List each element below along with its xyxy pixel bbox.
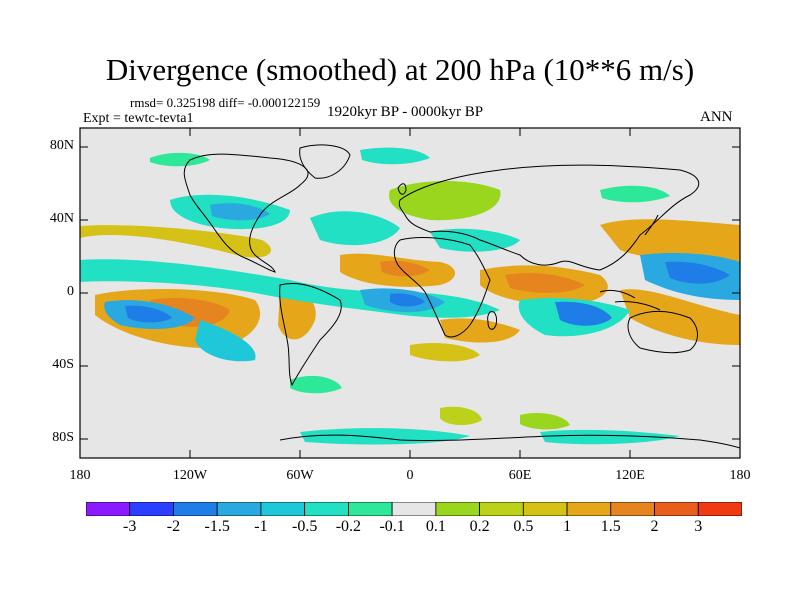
antarctica-coast — [279, 434, 740, 449]
colorbar-swatch — [347, 502, 393, 516]
lon-label-60w: 60W — [286, 468, 314, 483]
divergence-zone — [440, 406, 482, 426]
colorbar-tick-label: -0.5 — [291, 518, 318, 535]
colorbar-tick-label: -1.5 — [204, 518, 230, 535]
colorbar-tick-label: -1 — [254, 518, 268, 535]
colorbar-tick-label: -0.2 — [335, 518, 362, 535]
colorbar-swatch — [173, 502, 218, 516]
colorbar-tick-label: 0.1 — [425, 518, 446, 535]
divergence-zone — [505, 273, 585, 293]
south-america-coast — [279, 282, 342, 387]
period-label: 1920kyr BP - 0000kyr BP — [326, 104, 484, 120]
experiment-label: Expt = tewtc-tevta1 — [83, 111, 194, 126]
colorbar-swatch — [216, 502, 262, 516]
north-america-coast — [183, 153, 309, 273]
tick-marks — [79, 128, 741, 458]
japan-coast — [644, 214, 659, 236]
lat-label-0: 0 — [67, 284, 74, 299]
coastlines — [183, 144, 740, 449]
colorbar-swatch — [522, 502, 568, 516]
colorbar-tick-label: 0.5 — [513, 518, 534, 535]
plot-title: Divergence (smoothed) at 200 hPa (10**6 … — [105, 52, 695, 87]
madagascar-coast — [487, 311, 497, 330]
convergence-zone — [665, 261, 730, 284]
lon-label-180w: 180 — [69, 468, 91, 483]
colorbar-swatch — [391, 502, 437, 516]
lon-label-120e: 120E — [615, 468, 645, 483]
indonesia-coast — [599, 289, 661, 311]
uk-coast — [397, 183, 407, 195]
colorbar-swatch — [566, 502, 612, 516]
eurasia-coast — [398, 164, 700, 271]
africa-coast — [393, 237, 491, 338]
lon-label-60e: 60E — [508, 468, 532, 483]
divergence-zone — [620, 289, 740, 345]
divergence-zone — [380, 260, 430, 277]
convergence-zone — [210, 203, 270, 221]
convergence-zone — [390, 293, 425, 307]
colorbar-tick-label: 1.5 — [600, 518, 621, 535]
contour-fields — [80, 147, 740, 445]
colorbar-tick-label: 3 — [694, 518, 703, 535]
convergence-zone — [540, 429, 680, 445]
divergence-zone — [440, 318, 520, 343]
colorbar-tick-label: -0.1 — [379, 518, 405, 535]
colorbar-tick-label: 1 — [563, 518, 572, 535]
stats-line: rmsd= 0.325198 diff= -0.000122159 — [130, 95, 321, 110]
divergence-zone — [520, 413, 570, 430]
convergence-zone — [150, 152, 210, 167]
australia-coast — [627, 310, 698, 354]
greenland-coast — [299, 144, 351, 179]
colorbar-swatch — [86, 502, 131, 516]
divergence-zone — [410, 343, 480, 362]
lat-label-80n: 80N — [49, 138, 74, 153]
convergence-zone — [125, 305, 172, 323]
colorbar-swatch — [479, 502, 524, 516]
lon-label-180e: 180 — [729, 468, 751, 483]
convergence-zone — [310, 211, 400, 246]
lat-label-40n: 40N — [49, 211, 74, 226]
colorbar-tick-label: 2 — [650, 518, 659, 535]
colorbar-swatch — [129, 502, 174, 516]
convergence-zone — [290, 375, 342, 394]
convergence-zone — [555, 301, 612, 326]
convergence-zone — [600, 185, 670, 203]
colorbar — [86, 502, 742, 516]
lon-label-0: 0 — [406, 468, 414, 483]
lat-label-80s: 80S — [52, 430, 74, 445]
colorbar-swatch — [697, 502, 742, 516]
colorbar-tick-label: -3 — [123, 518, 137, 535]
lat-label-40s: 40S — [52, 357, 74, 372]
colorbar-swatch — [435, 502, 480, 516]
colorbar-swatch — [304, 502, 349, 516]
lon-label-120w: 120W — [172, 468, 208, 483]
colorbar-swatch — [610, 502, 655, 516]
colorbar-tick-label: 0.2 — [469, 518, 490, 535]
divergence-zone — [600, 219, 740, 262]
season-label: ANN — [700, 109, 733, 125]
convergence-zone — [360, 147, 430, 165]
colorbar-tick-label: -2 — [166, 518, 181, 535]
colorbar-swatch — [654, 502, 699, 516]
convergence-zone — [195, 320, 256, 362]
colorbar-swatch — [260, 502, 306, 516]
convergence-zone — [80, 225, 271, 258]
